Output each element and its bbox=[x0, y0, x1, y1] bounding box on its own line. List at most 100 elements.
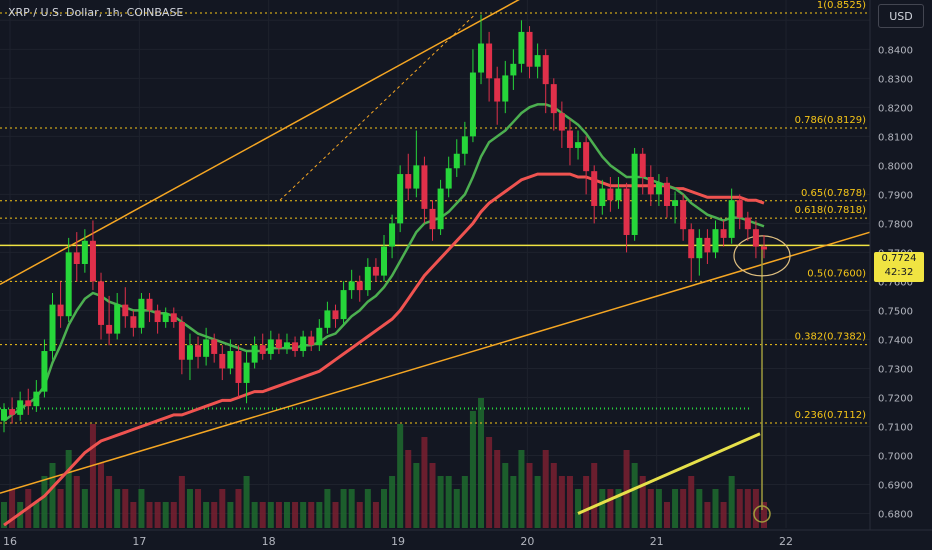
volume-bar bbox=[647, 489, 654, 528]
bar-countdown: 42:32 bbox=[884, 267, 914, 278]
price-tick-label: 0.7800 bbox=[878, 219, 913, 230]
candle-body bbox=[761, 246, 767, 250]
time-tick-label: 19 bbox=[391, 535, 405, 548]
candle-body bbox=[259, 345, 266, 354]
currency-button[interactable]: USD bbox=[878, 4, 924, 28]
volume-bar bbox=[170, 502, 177, 528]
fib-level-label: 1(0.8525) bbox=[817, 0, 866, 11]
volume-bar bbox=[49, 463, 56, 528]
candle-body bbox=[607, 188, 614, 201]
price-tick-label: 0.7200 bbox=[878, 393, 913, 404]
volume-bar bbox=[348, 489, 355, 528]
volume-bar bbox=[243, 476, 250, 528]
volume-bar bbox=[534, 476, 541, 528]
volume-bar bbox=[57, 489, 64, 528]
volume-bar bbox=[138, 489, 145, 528]
fib-level-label: 0.5(0.7600) bbox=[807, 268, 866, 279]
price-tick-label: 0.8000 bbox=[878, 161, 913, 172]
time-tick-label: 21 bbox=[650, 535, 664, 548]
volume-bar bbox=[429, 463, 436, 528]
candle-body bbox=[647, 176, 654, 195]
volume-bar bbox=[1, 502, 7, 528]
candle-body bbox=[186, 345, 193, 360]
candle-body bbox=[502, 75, 509, 102]
candle-body bbox=[324, 310, 331, 328]
price-tick-label: 0.7300 bbox=[878, 364, 913, 375]
candle-body bbox=[461, 136, 468, 154]
volume-bar bbox=[437, 476, 444, 528]
candle-body bbox=[429, 208, 436, 230]
candle-body bbox=[445, 168, 452, 189]
volume-bar bbox=[526, 463, 533, 528]
candle-body bbox=[639, 153, 646, 177]
time-tick-label: 22 bbox=[779, 535, 793, 548]
price-tick-label: 0.7100 bbox=[878, 422, 913, 433]
volume-bar bbox=[73, 476, 80, 528]
candle-body bbox=[251, 345, 258, 363]
volume-bar bbox=[235, 489, 242, 528]
candle-body bbox=[663, 182, 670, 206]
volume-bar bbox=[195, 489, 202, 528]
volume-bar bbox=[259, 502, 266, 528]
volume-bar bbox=[130, 502, 137, 528]
volume-bar bbox=[372, 502, 379, 528]
price-tick-label: 0.6900 bbox=[878, 480, 913, 491]
candle-body bbox=[623, 188, 630, 235]
candle-body bbox=[672, 200, 679, 206]
candle-body bbox=[453, 153, 460, 169]
volume-bar bbox=[41, 476, 48, 528]
candle-body bbox=[486, 43, 493, 79]
trend-lines bbox=[0, 0, 881, 523]
volume-bar bbox=[283, 502, 290, 528]
candle-body bbox=[98, 281, 105, 325]
candle-body bbox=[550, 84, 557, 114]
time-tick-label: 17 bbox=[132, 535, 146, 548]
volume-bar bbox=[364, 489, 371, 528]
price-tick-label: 0.7900 bbox=[878, 190, 913, 201]
candle-body bbox=[696, 237, 703, 259]
candle-body bbox=[340, 290, 347, 320]
volume-bar bbox=[736, 489, 743, 528]
price-tick-label: 0.8200 bbox=[878, 103, 913, 114]
candlesticks bbox=[1, 14, 767, 433]
volume-bar bbox=[267, 502, 274, 528]
volume-bar bbox=[122, 489, 129, 528]
last-price-value: 0.7724 bbox=[881, 253, 917, 264]
volume-bar bbox=[566, 476, 573, 528]
volume-bar bbox=[744, 489, 751, 528]
volume-bar bbox=[550, 463, 557, 528]
volume-bar bbox=[33, 502, 40, 528]
volume-bar bbox=[98, 463, 105, 528]
candle-body bbox=[275, 339, 282, 349]
candle-body bbox=[211, 339, 218, 354]
volume-bar bbox=[510, 476, 517, 528]
volume-bar bbox=[663, 502, 670, 528]
time-axis-bg bbox=[0, 530, 932, 550]
volume-bar bbox=[275, 502, 282, 528]
candle-body bbox=[17, 400, 24, 415]
price-tick-label: 0.8400 bbox=[878, 45, 913, 56]
candle-body bbox=[372, 266, 379, 276]
candle-body bbox=[405, 174, 412, 189]
candle-body bbox=[542, 55, 549, 85]
volume-bar bbox=[106, 476, 113, 528]
candle-body bbox=[300, 336, 307, 352]
candle-body bbox=[138, 298, 145, 328]
fib-level-label: 0.786(0.8129) bbox=[795, 115, 867, 126]
volume-bar bbox=[704, 502, 711, 528]
candle-body bbox=[704, 237, 711, 253]
candle-body bbox=[518, 31, 525, 64]
candle-body bbox=[631, 153, 638, 235]
candle-body bbox=[364, 266, 371, 291]
volume-bar bbox=[518, 450, 525, 528]
candle-body bbox=[558, 113, 565, 131]
candle-body bbox=[534, 55, 541, 67]
candle-body bbox=[712, 229, 719, 253]
candle-body bbox=[283, 342, 290, 349]
channel-upper-line bbox=[0, 0, 520, 285]
candle-body bbox=[389, 223, 396, 247]
candle-body bbox=[243, 362, 250, 383]
candle-body bbox=[154, 310, 161, 323]
candle-body bbox=[130, 316, 137, 328]
